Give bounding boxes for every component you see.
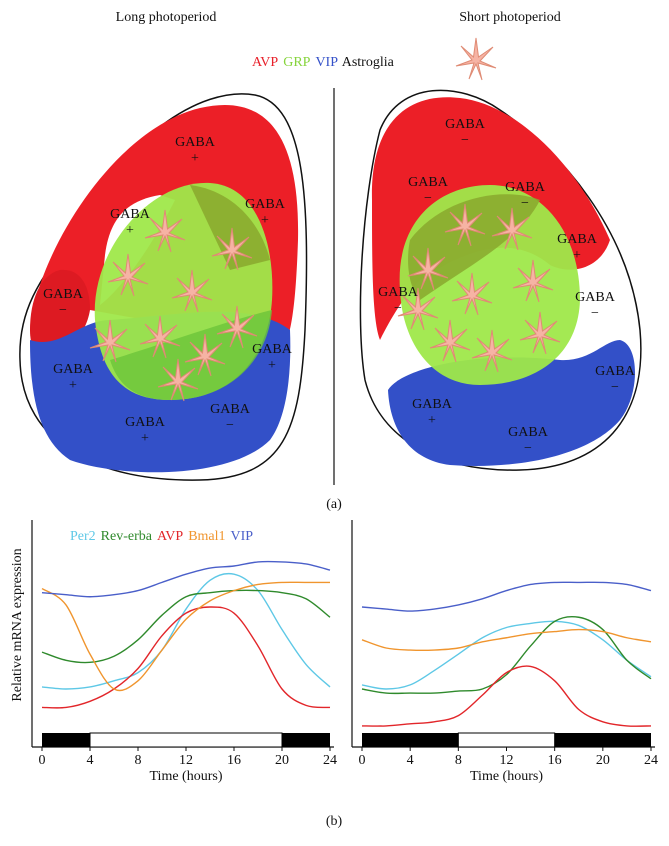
x-tick-label: 8 <box>455 753 462 768</box>
gaba-label: GABA <box>125 415 166 430</box>
x-tick-label: 8 <box>135 753 142 768</box>
x-tick-label: 0 <box>359 753 366 768</box>
gaba-label: GABA <box>245 197 286 212</box>
legend-item: Rev-erba <box>101 529 153 544</box>
series-line <box>361 628 652 652</box>
gaba-label: GABA <box>378 285 419 300</box>
gaba-sign: + <box>69 378 77 393</box>
gaba-label: GABA <box>445 117 486 132</box>
x-tick-label: 4 <box>407 753 414 768</box>
x-tick-label: 12 <box>500 753 514 768</box>
gaba-label: GABA <box>412 397 453 412</box>
gaba-sign: + <box>191 151 199 166</box>
series-line <box>361 620 652 690</box>
gaba-sign: + <box>126 223 134 238</box>
legend: Per2 Rev-erba AVP Bmal1 VIP <box>70 529 253 544</box>
gaba-label: GABA <box>595 364 636 379</box>
gaba-label: GABA <box>505 180 546 195</box>
x-tick-label: 12 <box>179 753 193 768</box>
series-line <box>41 581 330 692</box>
series-line <box>361 581 652 612</box>
series-line <box>41 589 331 664</box>
gaba-label: GABA <box>557 232 598 247</box>
legend-item: AVP <box>252 55 278 70</box>
x-tick-label: 16 <box>548 753 562 768</box>
gaba-label: GABA <box>110 207 151 222</box>
x-tick-label: 24 <box>323 753 337 768</box>
series-line <box>361 665 652 727</box>
short-scn <box>359 89 642 471</box>
legend-star <box>455 37 497 81</box>
panel-a-label: (a) <box>326 497 342 512</box>
gaba-sign: + <box>141 431 149 446</box>
legend-item: VIP <box>231 529 254 544</box>
legend-item: VIP <box>315 55 338 70</box>
gaba-label: GABA <box>175 135 216 150</box>
x-tick-label: 16 <box>227 753 241 768</box>
x-axis-label: Time (hours) <box>470 769 543 784</box>
x-tick-label: 20 <box>596 753 610 768</box>
series-line <box>361 615 652 695</box>
gaba-label: GABA <box>575 290 616 305</box>
series-line <box>41 560 331 598</box>
x-tick-label: 0 <box>39 753 46 768</box>
gaba-sign: − <box>394 301 402 316</box>
light-period <box>457 732 556 748</box>
light-period <box>89 732 283 748</box>
panel-b-label: (b) <box>326 814 343 829</box>
gaba-sign: + <box>428 413 436 428</box>
legend-a: AVP GRP VIP Astroglia <box>252 55 395 70</box>
gaba-label: GABA <box>252 342 293 357</box>
charts: 0 4 8 12 16 20 24 Time (hours) Relative mRNA exp… <box>10 520 658 784</box>
legend-item: GRP <box>283 55 310 70</box>
long-scn <box>19 93 308 481</box>
series-line <box>41 572 331 690</box>
series-line <box>41 606 331 709</box>
x-axis-label: Time (hours) <box>150 769 223 784</box>
dark-period <box>554 733 651 747</box>
gaba-sign: − <box>611 380 619 395</box>
gaba-labels: GABA+GABA+GABA+GABA−GABA+GABA+GABA+GABA−… <box>43 117 636 456</box>
dark-period <box>362 733 459 747</box>
gaba-sign: − <box>591 306 599 321</box>
gaba-sign: − <box>521 196 529 211</box>
gaba-label: GABA <box>43 287 84 302</box>
gaba-label: GABA <box>508 425 549 440</box>
legend-item: Astroglia <box>342 55 395 70</box>
x-tick-label: 20 <box>275 753 289 768</box>
legend-item: Bmal1 <box>188 529 225 544</box>
gaba-sign: − <box>59 303 67 318</box>
gaba-label: GABA <box>210 402 251 417</box>
long-title: Long photoperiod <box>116 10 217 25</box>
short-title: Short photoperiod <box>459 10 561 25</box>
x-tick-label: 4 <box>87 753 94 768</box>
gaba-sign: − <box>424 191 432 206</box>
dark-period <box>42 733 90 747</box>
gaba-label: GABA <box>408 175 449 190</box>
gaba-sign: − <box>226 418 234 433</box>
gaba-sign: + <box>573 248 581 263</box>
gaba-sign: + <box>261 213 269 228</box>
x-tick-label: 24 <box>644 753 658 768</box>
gaba-sign: + <box>268 358 276 373</box>
legend-item: Per2 <box>70 529 96 544</box>
gaba-sign: − <box>524 441 532 456</box>
legend-item: AVP <box>157 529 183 544</box>
gaba-label: GABA <box>53 362 94 377</box>
gaba-sign: − <box>461 133 469 148</box>
y-axis-label: Relative mRNA expression <box>10 548 25 701</box>
dark-period <box>282 733 330 747</box>
